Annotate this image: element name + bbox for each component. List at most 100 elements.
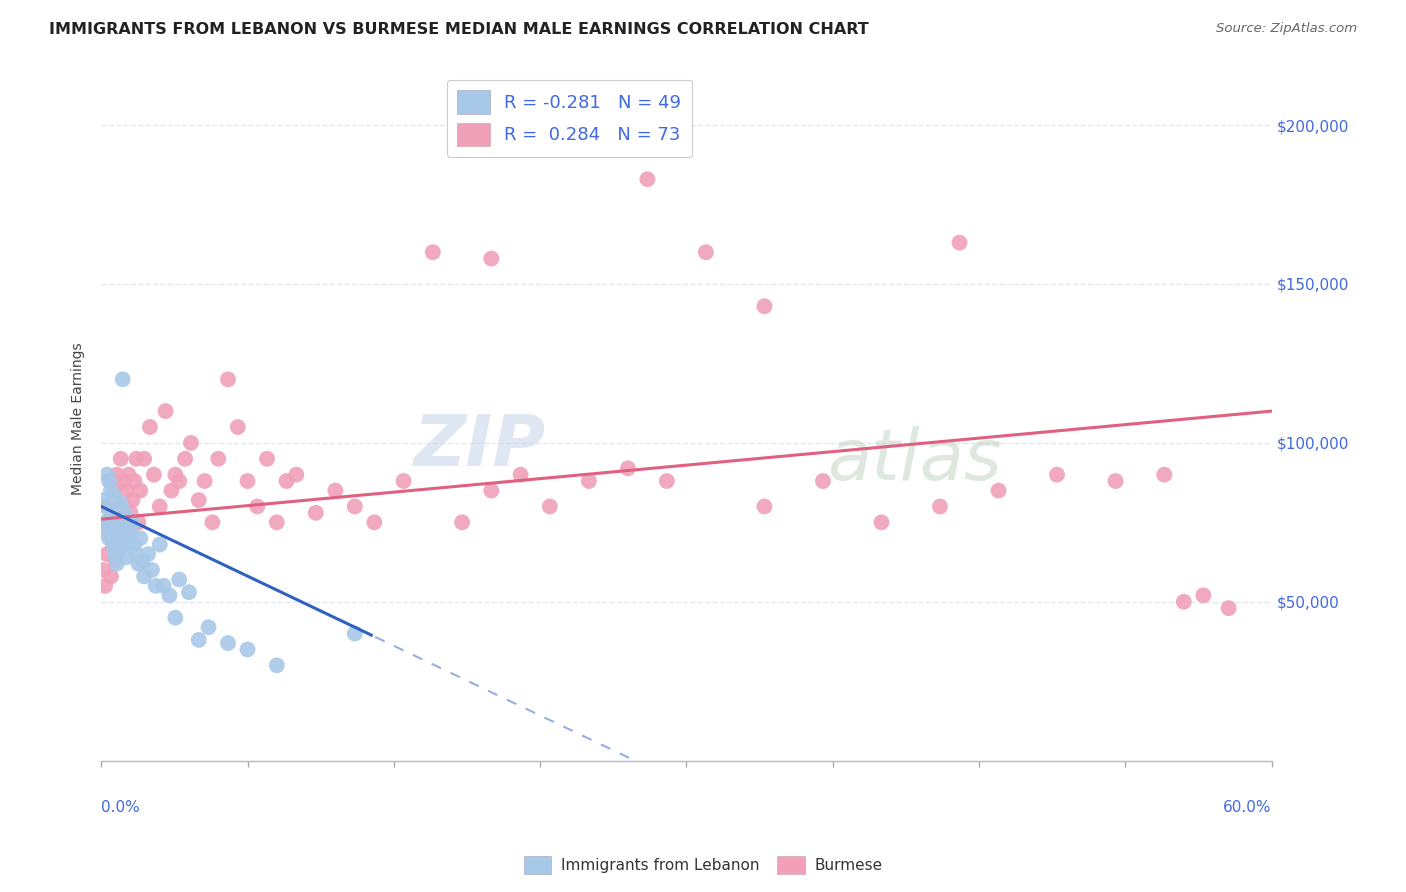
Point bbox=[1192, 589, 1215, 603]
Point bbox=[1104, 474, 1126, 488]
Point bbox=[343, 500, 366, 514]
Point bbox=[104, 490, 127, 504]
Point bbox=[96, 467, 118, 482]
Point bbox=[929, 500, 952, 514]
Point bbox=[256, 451, 278, 466]
Point bbox=[105, 467, 128, 482]
Point bbox=[1153, 467, 1175, 482]
Point bbox=[1173, 595, 1195, 609]
Point bbox=[174, 451, 197, 466]
Point bbox=[131, 553, 153, 567]
Point bbox=[129, 483, 152, 498]
Point bbox=[100, 474, 122, 488]
Point bbox=[870, 516, 893, 530]
Point bbox=[101, 524, 124, 539]
Point bbox=[811, 474, 834, 488]
Point bbox=[107, 538, 129, 552]
Point bbox=[159, 589, 181, 603]
Point bbox=[98, 516, 121, 530]
Text: IMMIGRANTS FROM LEBANON VS BURMESE MEDIAN MALE EARNINGS CORRELATION CHART: IMMIGRANTS FROM LEBANON VS BURMESE MEDIA… bbox=[49, 22, 869, 37]
Point bbox=[105, 516, 128, 530]
Point bbox=[121, 493, 143, 508]
Legend: R = -0.281   N = 49, R =  0.284   N = 73: R = -0.281 N = 49, R = 0.284 N = 73 bbox=[447, 79, 692, 157]
Point bbox=[117, 522, 139, 536]
Point bbox=[987, 483, 1010, 498]
Point bbox=[422, 245, 444, 260]
Text: Source: ZipAtlas.com: Source: ZipAtlas.com bbox=[1216, 22, 1357, 36]
Point bbox=[120, 524, 142, 539]
Point bbox=[94, 524, 117, 539]
Point bbox=[538, 500, 561, 514]
Point bbox=[107, 544, 129, 558]
Point bbox=[104, 483, 127, 498]
Point bbox=[145, 579, 167, 593]
Point bbox=[1218, 601, 1240, 615]
Point bbox=[110, 496, 132, 510]
Point bbox=[94, 500, 117, 514]
Point bbox=[451, 516, 474, 530]
Point bbox=[124, 538, 146, 552]
Point bbox=[141, 563, 163, 577]
Point bbox=[149, 500, 172, 514]
Point bbox=[111, 474, 134, 488]
Point bbox=[114, 500, 136, 514]
Point bbox=[226, 420, 249, 434]
Point bbox=[94, 579, 117, 593]
Point bbox=[187, 493, 209, 508]
Point bbox=[100, 483, 122, 498]
Point bbox=[129, 531, 152, 545]
Point bbox=[114, 524, 136, 539]
Point bbox=[165, 467, 187, 482]
Point bbox=[197, 620, 219, 634]
Point bbox=[110, 528, 132, 542]
Point bbox=[100, 508, 122, 523]
Point bbox=[655, 474, 678, 488]
Point bbox=[136, 547, 159, 561]
Point bbox=[105, 512, 128, 526]
Point bbox=[115, 550, 138, 565]
Point bbox=[124, 474, 146, 488]
Point bbox=[100, 569, 122, 583]
Text: ZIP: ZIP bbox=[413, 412, 546, 481]
Point bbox=[120, 506, 142, 520]
Point bbox=[276, 474, 298, 488]
Point bbox=[111, 372, 134, 386]
Point bbox=[98, 474, 121, 488]
Point bbox=[285, 467, 308, 482]
Point bbox=[134, 569, 156, 583]
Point bbox=[246, 500, 269, 514]
Point bbox=[104, 547, 127, 561]
Point bbox=[115, 483, 138, 498]
Point bbox=[236, 642, 259, 657]
Point bbox=[117, 467, 139, 482]
Point bbox=[125, 451, 148, 466]
Point bbox=[636, 172, 658, 186]
Point bbox=[266, 658, 288, 673]
Point bbox=[127, 516, 149, 530]
Point bbox=[266, 516, 288, 530]
Point bbox=[152, 579, 174, 593]
Text: 0.0%: 0.0% bbox=[101, 799, 141, 814]
Point bbox=[111, 518, 134, 533]
Legend: Immigrants from Lebanon, Burmese: Immigrants from Lebanon, Burmese bbox=[517, 850, 889, 880]
Point bbox=[98, 531, 121, 545]
Point bbox=[101, 538, 124, 552]
Text: 60.0%: 60.0% bbox=[1223, 799, 1271, 814]
Point bbox=[127, 557, 149, 571]
Point bbox=[509, 467, 531, 482]
Point bbox=[107, 502, 129, 516]
Point bbox=[114, 538, 136, 552]
Point bbox=[91, 563, 114, 577]
Point bbox=[167, 573, 190, 587]
Point bbox=[104, 553, 127, 567]
Point bbox=[201, 516, 224, 530]
Point bbox=[236, 474, 259, 488]
Point bbox=[363, 516, 385, 530]
Point bbox=[194, 474, 217, 488]
Point bbox=[94, 516, 117, 530]
Point bbox=[114, 506, 136, 520]
Text: atlas: atlas bbox=[827, 425, 1001, 494]
Point bbox=[165, 610, 187, 624]
Point bbox=[96, 522, 118, 536]
Point bbox=[91, 493, 114, 508]
